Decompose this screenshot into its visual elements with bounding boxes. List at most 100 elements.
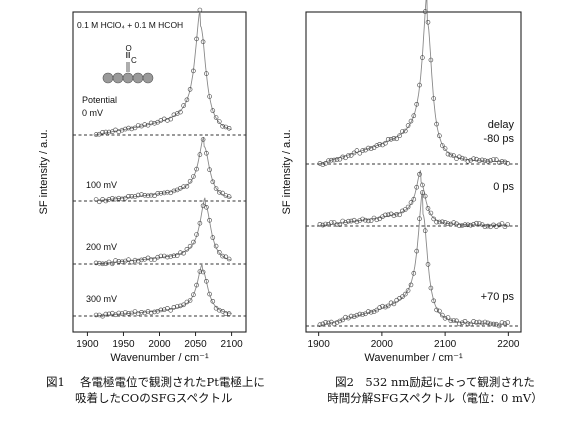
right-data-point [400,208,405,214]
left-data-point [191,68,196,74]
right-data-point [337,222,343,227]
right-data-point [445,221,451,226]
right-data-point [442,146,448,151]
right-data-point [391,213,397,218]
right-data-point [368,218,374,223]
left-data-point [93,197,99,202]
left-data-point [123,258,128,264]
left-data-point [113,196,118,202]
left-data-point [148,120,154,126]
right-data-point [377,142,383,147]
right-data-point [445,315,451,320]
left-data-point [184,97,190,103]
right-chart: delay -80 ps 0 ps +70 ps 1900 2000 2100 2200 W… [281,0,522,364]
left-data-point [97,131,102,137]
left-data-point [97,260,102,266]
right-series-group: delay -80 ps 0 ps +70 ps [306,0,521,329]
right-data-point [476,221,482,226]
right-data-point [448,152,454,158]
left-fit-curve-2 [96,197,232,265]
left-data-point [116,195,122,201]
left-data-point [191,239,196,245]
left-data-point [207,94,212,99]
right-data-point [439,219,445,225]
molecule-o-label: O [126,44,132,53]
right-data-point [346,218,351,224]
left-chart: 0.1 M HClO₄ + 0.1 M HCOH 0 mV 100 mV 200 m… [38,7,247,364]
left-data-point [220,124,225,129]
right-data-point [482,319,488,325]
left-data-point [204,150,209,156]
right-data-point [354,219,360,225]
right-data-point [493,157,499,162]
left-data-point [97,199,102,205]
right-data-point [434,121,439,127]
left-data-point [223,254,229,260]
right-data-point [405,288,411,293]
left-data-point [197,7,203,13]
right-data-point [368,309,374,315]
left-data-point [226,256,232,262]
left-x-tick-label: 1900 [76,339,99,350]
right-data-point [454,318,459,324]
left-data-point [139,192,144,197]
right-data-point [462,318,468,324]
right-data-point [411,270,417,276]
left-data-point [119,127,125,133]
right-data-point [459,155,465,161]
left-data-point [200,269,206,275]
right-data-point [348,153,354,158]
right-data-point [391,136,397,141]
left-data-point [106,129,112,135]
left-data-point [168,116,173,122]
left-data-point [220,253,225,259]
right-data-point [402,128,408,134]
right-data-point [317,222,323,227]
left-data-point [152,309,157,315]
left-condition-label: 0.1 M HClO₄ + 0.1 M HCOH [77,20,183,30]
left-data-point [194,166,199,172]
right-data-point [496,222,502,228]
right-data-point [474,320,479,325]
right-data-point [456,321,462,327]
right-data-point [383,304,388,310]
right-fit-curve-2 [319,191,509,327]
left-data-point [226,194,232,199]
right-x-tick-label: 1900 [308,339,331,350]
left-data-point [171,253,177,259]
right-data-point [414,184,420,190]
left-data-point [97,312,102,318]
right-data-point [374,143,380,148]
left-data-point [191,292,196,298]
right-data-point [437,133,442,138]
right-data-point [411,113,417,118]
left-data-point [152,193,157,198]
right-data-point [428,210,434,216]
left-data-point [110,196,115,201]
left-data-point [191,174,196,179]
left-data-point [213,186,219,191]
right-data-point [437,219,442,225]
left-series-group: 0 mV 100 mV 200 mV 300 mV [73,7,246,319]
left-data-point [187,178,193,184]
right-data-point [365,145,371,151]
left-data-point [220,308,225,314]
right-data-point [317,322,323,328]
figure-2-caption-line-1: 図2 532 nm励起によって観測された [335,375,535,389]
left-data-point [135,311,141,316]
right-data-point [334,157,340,162]
right-data-point [397,212,402,218]
right-data-point [485,223,491,229]
right-data-point [388,137,394,142]
right-data-point [323,221,328,227]
left-x-axis-label: Wavenumber / cm⁻¹ [110,352,209,364]
right-data-point [354,312,360,318]
right-data-point [442,220,448,225]
left-data-point [165,254,170,260]
right-data-point [437,308,442,314]
right-data-point [445,151,451,157]
left-data-point [217,190,222,195]
right-data-point [348,218,354,224]
right-x-tick-label: 2000 [371,339,394,350]
right-data-point [462,156,468,162]
